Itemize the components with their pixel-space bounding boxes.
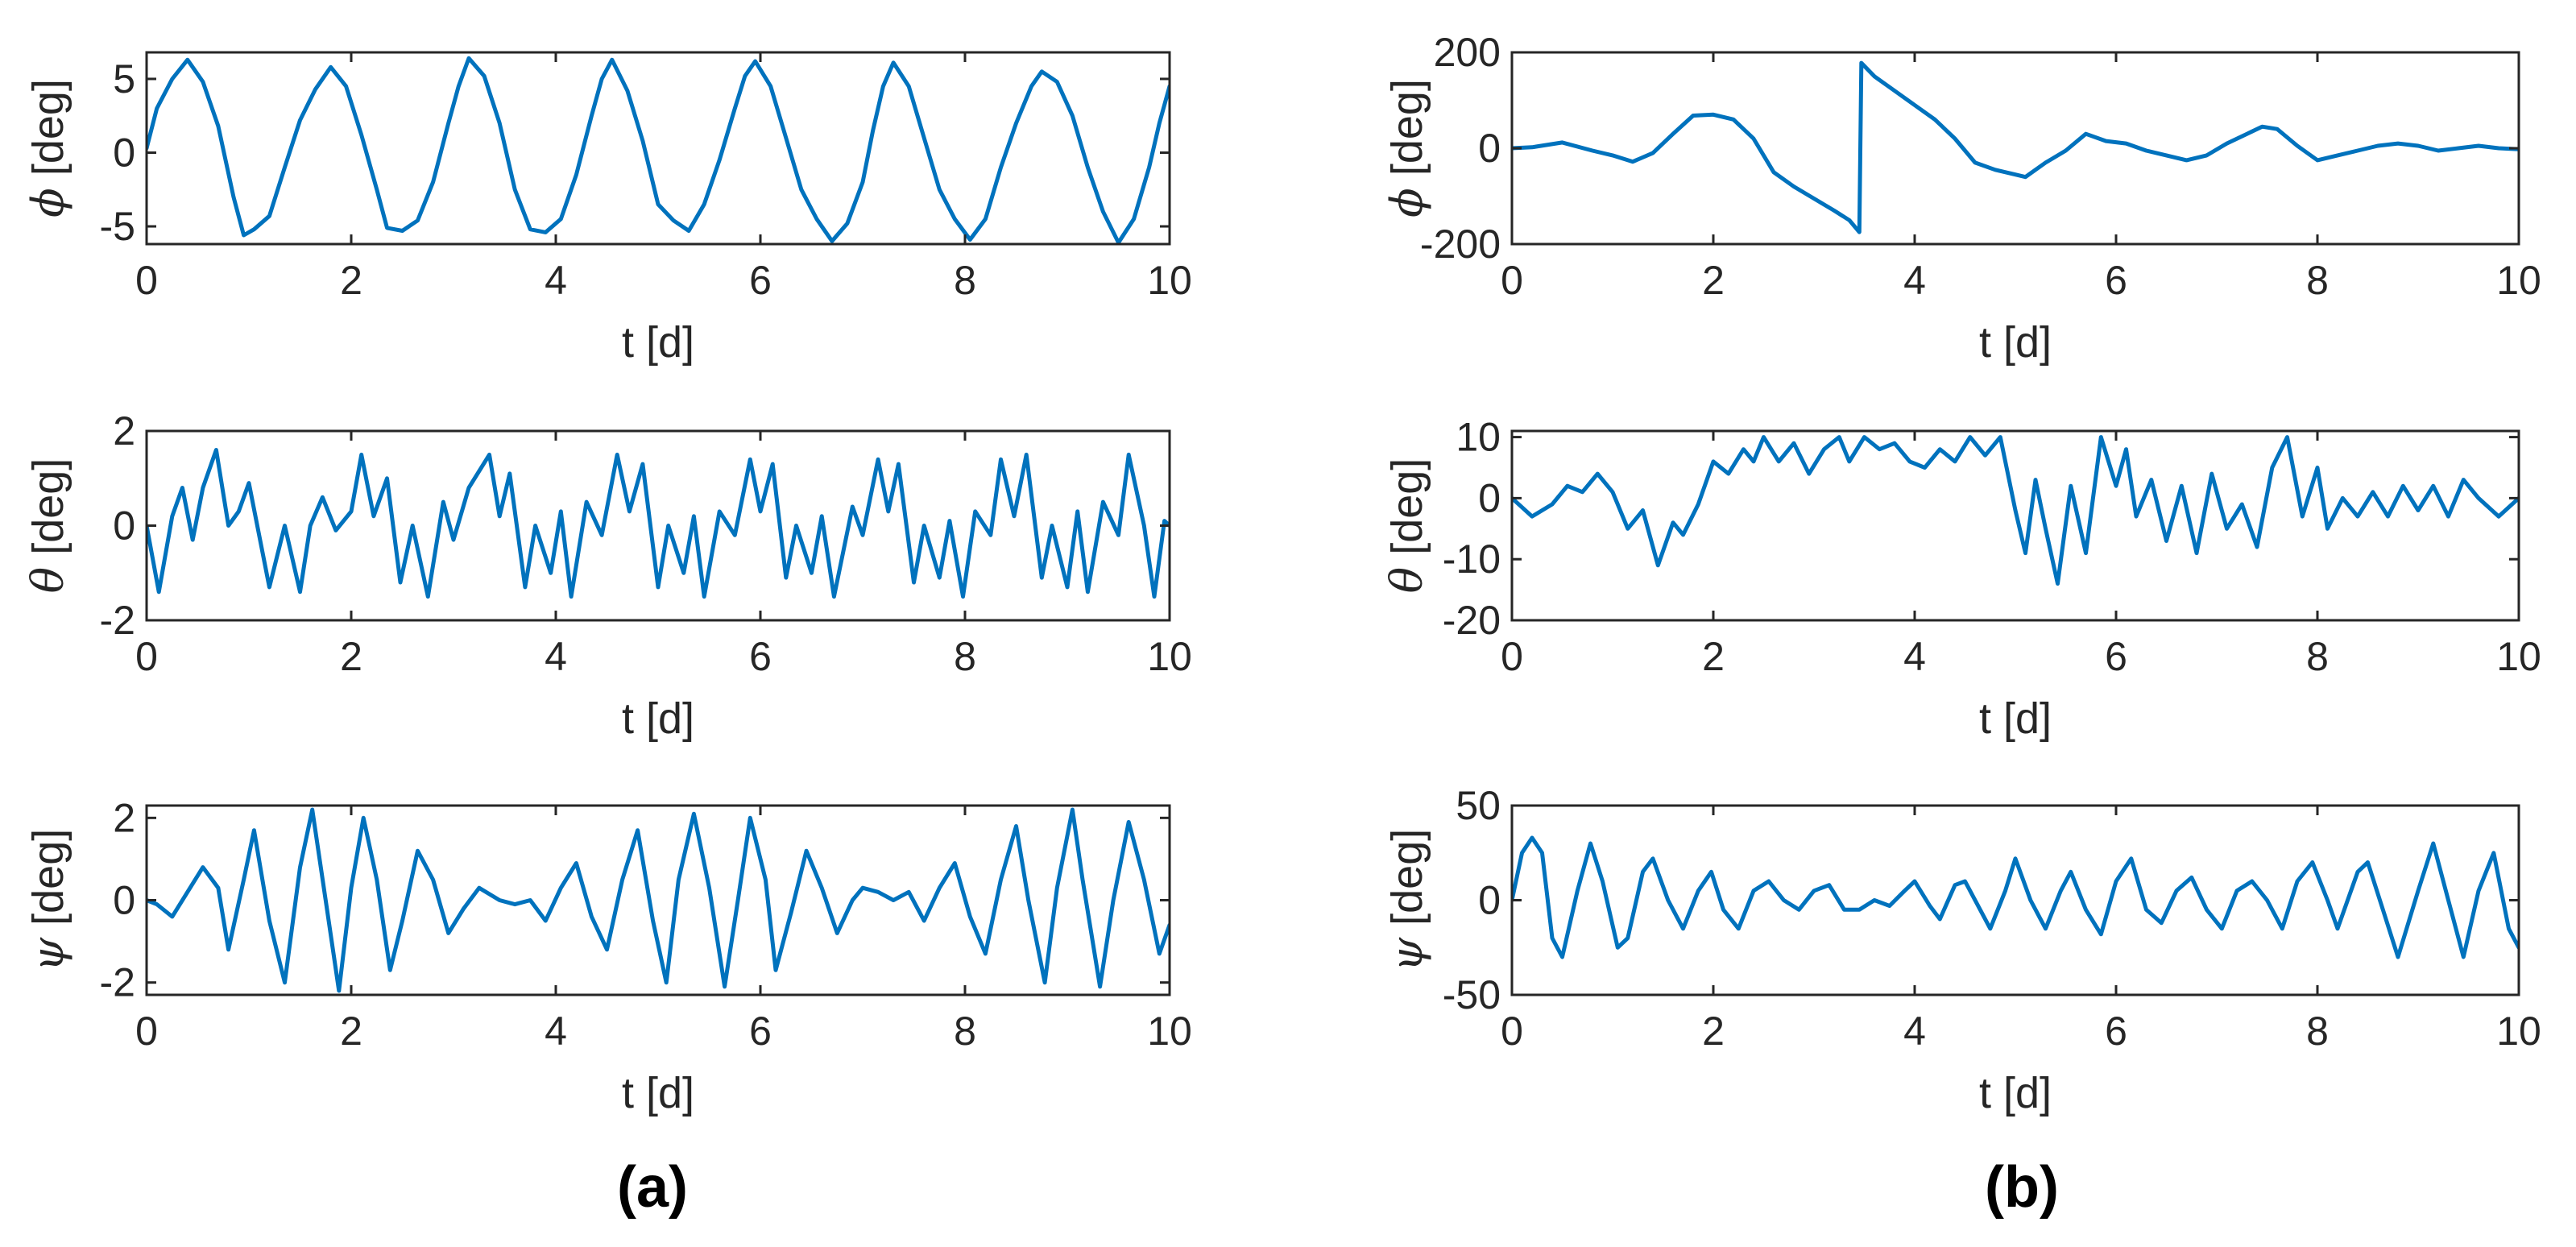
x-tick-label: 4	[1903, 258, 1926, 303]
y-tick-label: 0	[113, 878, 135, 923]
panel-label-b: (b)	[1985, 1155, 2059, 1220]
y-axis-unit: [deg]	[1383, 79, 1431, 188]
y-axis-symbol: ψ	[1381, 937, 1432, 972]
x-tick-label: 4	[1903, 634, 1926, 679]
y-axis-label: ψ [deg]	[23, 829, 73, 972]
plot-frame	[145, 51, 1171, 246]
x-axis-label: t [d]	[1979, 318, 2052, 367]
series-line	[1512, 60, 2519, 234]
x-tick-label: 4	[545, 634, 567, 679]
x-axis-label: t [d]	[622, 318, 694, 367]
series-line	[147, 448, 1170, 599]
x-tick-label: 2	[1702, 634, 1725, 679]
x-tick-label: 8	[954, 1009, 976, 1054]
y-axis-unit: [deg]	[1383, 458, 1431, 567]
x-axis-label: t [d]	[622, 1069, 694, 1117]
y-tick-label: -200	[1420, 222, 1501, 267]
y-axis-symbol: ϕ	[1381, 188, 1432, 218]
series-line	[1512, 435, 2519, 586]
x-tick-label: 4	[1903, 1009, 1926, 1054]
x-tick-label: 0	[1501, 258, 1523, 303]
y-axis-symbol: θ	[23, 567, 73, 594]
chart-b-theta: 0 2 4 6 8 10 -20 -10 0 10 t [d] θ [deg]	[1381, 415, 2541, 743]
x-tick-label: 0	[135, 634, 158, 679]
y-axis-label: θ [deg]	[1381, 458, 1432, 594]
x-axis-label: t [d]	[1979, 1069, 2052, 1117]
x-tick-label: 10	[1147, 634, 1192, 679]
x-tick-label: 2	[340, 634, 362, 679]
y-tick-label: 0	[113, 130, 135, 175]
x-tick-label: 6	[749, 258, 772, 303]
y-tick-label: 0	[1478, 878, 1501, 923]
y-axis-label: θ [deg]	[23, 458, 73, 594]
x-tick-label: 10	[1147, 258, 1192, 303]
x-tick-label: 2	[340, 1009, 362, 1054]
y-tick-label: -10	[1443, 536, 1501, 582]
y-axis-unit: [deg]	[24, 458, 72, 567]
x-tick-label: 10	[2496, 1009, 2541, 1054]
x-tick-label: 6	[2105, 634, 2127, 679]
y-axis-label: ϕ [deg]	[23, 79, 73, 218]
panel-label-a: (a)	[617, 1155, 688, 1220]
y-tick-label: -50	[1443, 972, 1501, 1017]
y-tick-label: 50	[1456, 783, 1501, 828]
x-tick-label: 6	[2105, 1009, 2127, 1054]
y-tick-label: -2	[100, 960, 135, 1005]
y-axis-symbol: ψ	[23, 937, 73, 972]
y-tick-label: 200	[1434, 30, 1501, 75]
y-tick-label: 2	[113, 795, 135, 840]
y-tick-label: -2	[100, 598, 135, 643]
x-tick-label: 0	[135, 1009, 158, 1054]
series-line	[1512, 835, 2519, 959]
y-tick-label: 0	[1478, 126, 1501, 171]
x-tick-label: 0	[135, 258, 158, 303]
y-tick-label: -5	[100, 204, 135, 249]
x-tick-label: 8	[2306, 634, 2329, 679]
y-tick-label: 2	[113, 408, 135, 454]
x-tick-label: 6	[2105, 258, 2127, 303]
plot-frame	[1510, 804, 2520, 996]
y-tick-label: -20	[1443, 598, 1501, 643]
x-tick-label: 8	[2306, 1009, 2329, 1054]
x-tick-label: 2	[1702, 258, 1725, 303]
x-tick-label: 2	[1702, 1009, 1725, 1054]
y-axis-symbol: θ	[1381, 567, 1432, 594]
y-tick-label: 0	[113, 503, 135, 549]
y-tick-label: 5	[113, 56, 135, 102]
x-tick-label: 4	[545, 1009, 567, 1054]
y-axis-label: ϕ [deg]	[1381, 79, 1432, 218]
x-tick-label: 8	[2306, 258, 2329, 303]
y-axis-unit: [deg]	[24, 79, 72, 188]
x-tick-label: 4	[545, 258, 567, 303]
y-axis-unit: [deg]	[24, 829, 72, 938]
plot-frame	[1510, 429, 2520, 622]
x-tick-label: 6	[749, 1009, 772, 1054]
x-tick-label: 8	[954, 258, 976, 303]
y-axis-label: ψ [deg]	[1381, 829, 1432, 972]
x-tick-label: 10	[2496, 258, 2541, 303]
x-axis-label: t [d]	[622, 694, 694, 743]
y-axis-symbol: ϕ	[23, 188, 73, 218]
x-tick-label: 10	[1147, 1009, 1192, 1054]
y-tick-label: 0	[1478, 475, 1501, 520]
x-tick-label: 8	[954, 634, 976, 679]
x-axis-label: t [d]	[1979, 694, 2052, 743]
y-axis-unit: [deg]	[1383, 829, 1431, 938]
y-tick-label: 10	[1456, 415, 1501, 460]
series-line	[147, 56, 1170, 244]
x-tick-label: 10	[2496, 634, 2541, 679]
x-tick-label: 6	[749, 634, 772, 679]
x-tick-label: 0	[1501, 634, 1523, 679]
x-tick-label: 0	[1501, 1009, 1523, 1054]
series-line	[147, 807, 1170, 993]
x-tick-label: 2	[340, 258, 362, 303]
